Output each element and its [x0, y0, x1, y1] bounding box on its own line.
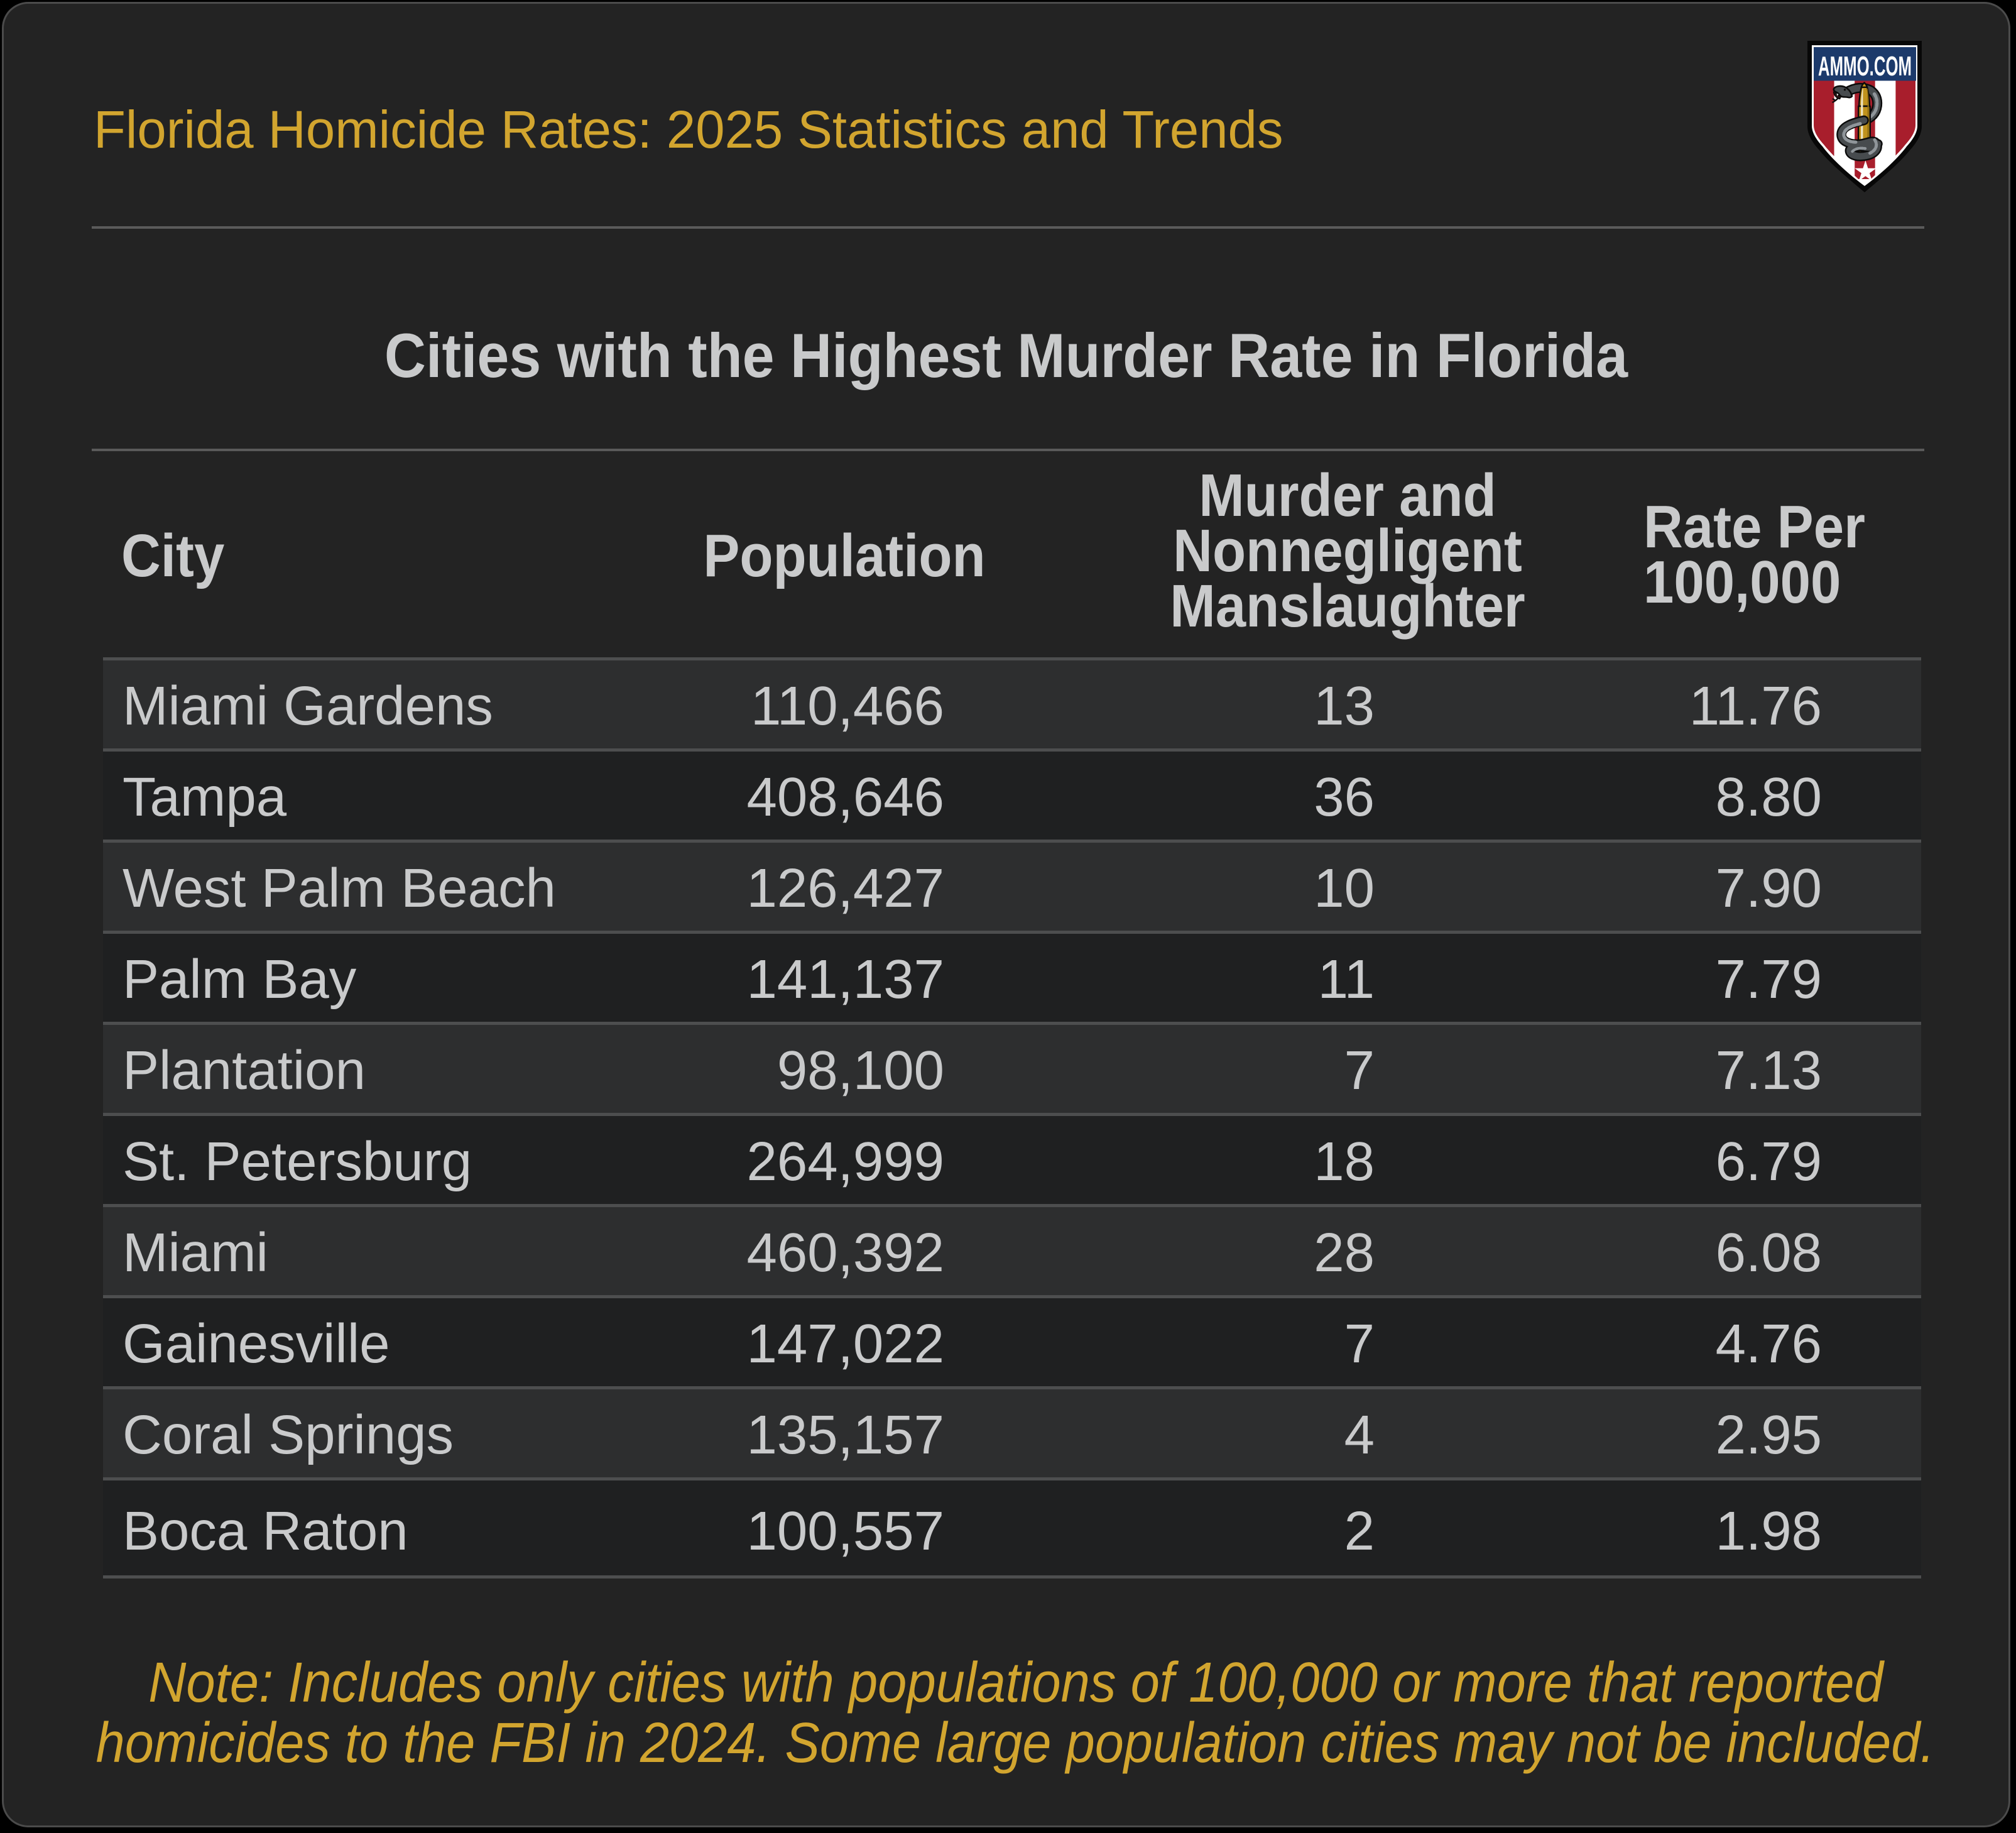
svg-text:AMMO.COM: AMMO.COM	[1818, 51, 1912, 82]
